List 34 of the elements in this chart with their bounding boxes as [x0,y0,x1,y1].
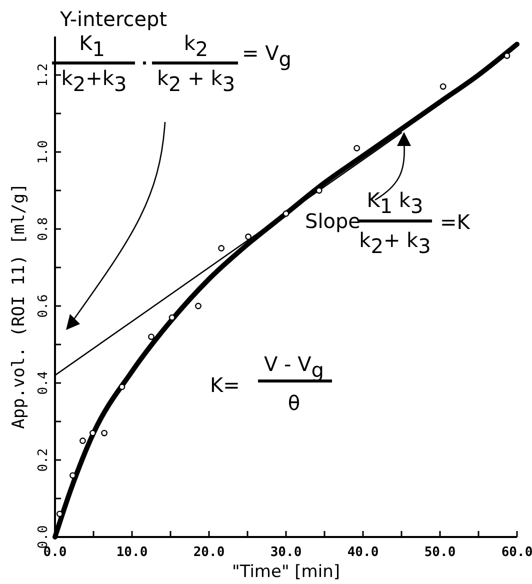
x-tick-label: 40.0 [347,545,379,560]
annotation: =K [440,210,471,234]
point [101,430,108,436]
x-tick-label: 30.0 [270,545,302,560]
x-tick-label: 20.0 [193,545,225,560]
annotation: Slope [305,209,360,233]
x-tick-label: 60.0 [501,545,532,560]
point [195,302,202,310]
point [282,210,290,217]
point [90,430,96,436]
y-tick-label: 0.4 [36,371,51,395]
y-axis-title: App.vol. (ROI 11) [ml/g] [9,183,29,429]
point [148,334,154,340]
point [56,510,63,518]
x-tick-label: 50.0 [424,545,456,560]
point [316,187,322,194]
y-tick-label: 1.0 [36,140,51,164]
y-tick-label: 0.8 [36,217,51,241]
point [118,384,126,390]
point [354,144,360,152]
point [440,83,446,90]
point [245,234,252,240]
annotation: K= [210,373,240,397]
y-tick-label: 1.2 [36,63,51,87]
text: Y-intercept [59,7,168,31]
x-tick-label: 10.0 [116,545,148,560]
point [80,438,86,444]
y-tick-label: 0.6 [36,294,51,318]
y-tick-label: 0.2 [36,448,51,472]
point [504,52,510,59]
point [70,472,76,479]
annotation: θ [288,391,300,415]
x-axis-title: "Time" [min] [232,562,340,582]
point [218,245,225,252]
